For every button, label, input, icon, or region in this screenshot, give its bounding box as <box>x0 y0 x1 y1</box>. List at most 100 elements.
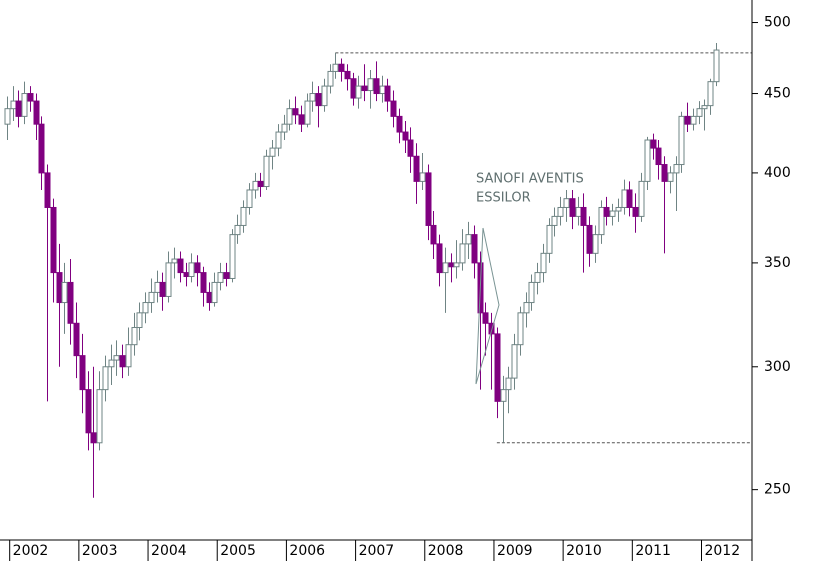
candle-body <box>67 281 74 324</box>
candle-body <box>638 180 645 217</box>
candle-body <box>125 344 132 368</box>
x-tick-label: 2012 <box>704 543 740 559</box>
candle-body <box>229 234 236 279</box>
candle-body <box>234 224 241 236</box>
candle-body <box>148 291 155 304</box>
candle-body <box>246 189 253 208</box>
x-tick-label: 2008 <box>428 543 464 559</box>
candle-body <box>621 189 628 208</box>
candle-body <box>523 302 530 314</box>
candle-body <box>159 281 166 297</box>
x-tick-label: 2002 <box>13 543 49 559</box>
candle-body <box>459 243 466 264</box>
candle-body <box>315 93 322 107</box>
candle-body <box>211 281 218 304</box>
x-tick-label: 2003 <box>82 543 118 559</box>
candle-body <box>586 224 593 254</box>
candle-body <box>367 78 374 92</box>
candle-body <box>113 355 120 361</box>
candle-body <box>592 234 599 254</box>
candle-body <box>379 85 386 95</box>
annotation: SANOFI AVENTIS <box>476 172 584 187</box>
candle-body <box>15 100 22 117</box>
candle-body <box>240 206 247 226</box>
annotation: ESSILOR <box>476 191 531 206</box>
candle-body <box>292 108 299 116</box>
candle-body <box>304 100 311 125</box>
candle-body <box>338 63 345 72</box>
candle-body <box>373 78 380 95</box>
candle-body <box>90 432 97 444</box>
candle-body <box>436 243 443 274</box>
x-tick-label: 2010 <box>566 543 602 559</box>
candle-body <box>183 272 190 278</box>
candle-body <box>465 234 472 245</box>
candle-body <box>661 164 668 182</box>
x-tick-label: 2006 <box>289 543 325 559</box>
candle-body <box>471 234 478 264</box>
candle-body <box>650 139 657 149</box>
candle-body <box>655 147 662 166</box>
candle-body <box>546 224 553 254</box>
candle-body <box>171 258 178 264</box>
candle-body <box>673 164 680 174</box>
candle-body <box>557 206 564 217</box>
candle-body <box>154 281 161 293</box>
candle-body <box>644 139 651 182</box>
candle-body <box>407 139 414 157</box>
candle-body <box>142 302 149 314</box>
candle-body <box>684 115 691 125</box>
candle-body <box>327 70 334 87</box>
y-tick-label: 400 <box>764 165 791 181</box>
plot-area <box>4 43 752 498</box>
candle-body <box>551 215 558 226</box>
candle-body <box>413 155 420 182</box>
candle-body <box>79 355 86 391</box>
candle-body <box>488 322 495 335</box>
candle-body <box>217 272 224 283</box>
candle-body <box>482 312 489 324</box>
candle-body <box>61 281 68 304</box>
candle-body <box>707 81 714 107</box>
candle-body <box>355 85 362 99</box>
candle-body <box>505 377 512 391</box>
candle-body <box>425 172 432 226</box>
candle-body <box>165 262 172 297</box>
candle-body <box>563 198 570 208</box>
x-tick-label: 2009 <box>497 543 533 559</box>
candle-body <box>275 131 282 149</box>
candle-body <box>494 333 501 402</box>
candle-body <box>257 180 264 188</box>
candle-body <box>361 85 368 92</box>
candle-body <box>390 100 397 117</box>
candle-body <box>223 272 230 279</box>
candle-body <box>4 108 11 125</box>
x-tick-label: 2011 <box>635 543 671 559</box>
candle-body <box>609 210 616 217</box>
candle-body <box>632 206 639 217</box>
candle-body <box>402 131 409 141</box>
candle-body <box>448 262 455 268</box>
x-tick-label: 2007 <box>359 543 395 559</box>
y-tick-label: 450 <box>764 86 791 102</box>
candle-body <box>85 389 92 434</box>
candle-body <box>263 155 270 188</box>
candle-body <box>309 93 316 102</box>
candle-body <box>419 172 426 182</box>
triangle-pattern <box>475 227 500 385</box>
candle-body <box>350 78 357 99</box>
candle-body <box>96 389 103 444</box>
candle-body <box>73 322 80 357</box>
candle-body <box>575 206 582 217</box>
candle-body <box>131 327 138 346</box>
candle-body <box>384 85 391 102</box>
x-tick-label: 2004 <box>151 543 187 559</box>
candle-body <box>332 63 339 72</box>
candle-body <box>119 355 126 368</box>
candle-body <box>442 262 449 274</box>
candle-body <box>430 224 437 245</box>
candle-body <box>108 359 115 368</box>
candle-body <box>56 272 63 304</box>
